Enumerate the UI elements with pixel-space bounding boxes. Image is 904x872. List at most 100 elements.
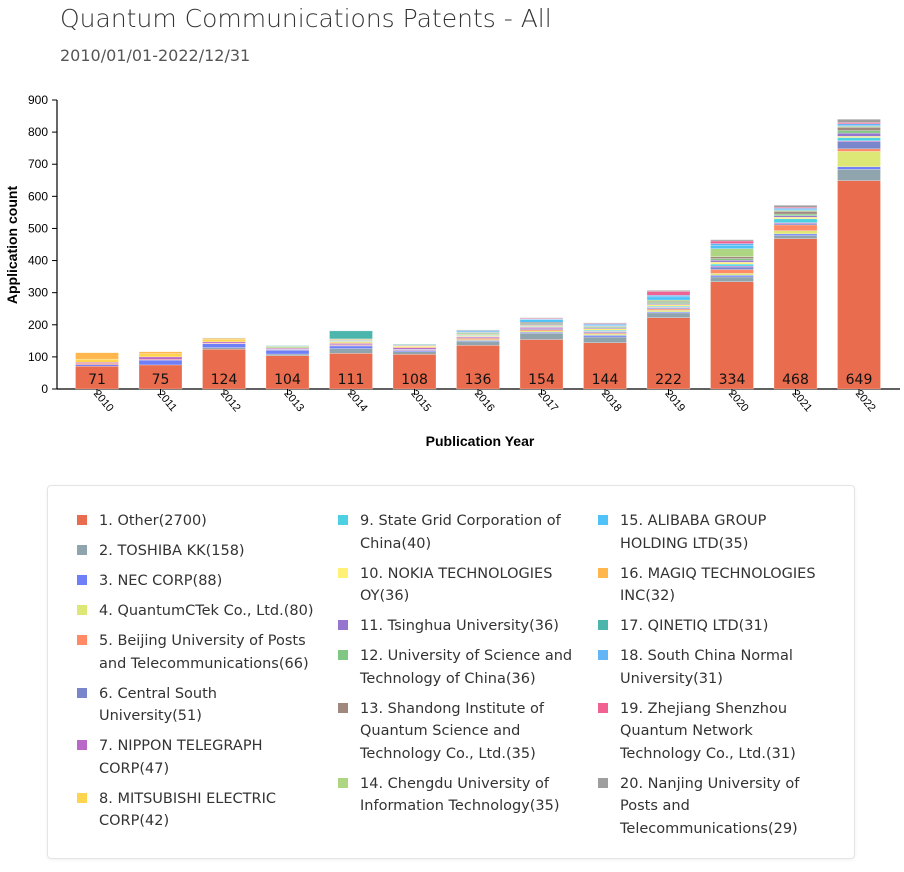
y-tick-label: 500 bbox=[28, 221, 48, 235]
bar-value-label: 111 bbox=[338, 372, 365, 388]
bar-segment bbox=[710, 256, 754, 259]
x-tick-label: 2014 bbox=[345, 388, 370, 414]
bar-segment bbox=[710, 243, 754, 246]
legend-swatch bbox=[338, 620, 348, 630]
legend-item[interactable]: 12. University of Science and Technology… bbox=[338, 645, 578, 690]
y-tick-label: 300 bbox=[28, 286, 48, 300]
bar-value-label: 71 bbox=[88, 372, 106, 388]
legend-label: 9. State Grid Corporation of China(40) bbox=[360, 513, 561, 552]
x-tick-label: 2019 bbox=[662, 388, 687, 414]
bar-segment bbox=[837, 119, 881, 123]
legend-item[interactable]: 4. QuantumCTek Co., Ltd.(80) bbox=[77, 600, 317, 623]
bar-value-label: 136 bbox=[465, 372, 492, 388]
legend-label: 2. TOSHIBA KK(158) bbox=[99, 543, 245, 559]
x-tick-label: 2013 bbox=[281, 388, 306, 414]
y-tick-label: 600 bbox=[28, 189, 48, 203]
bar-segment bbox=[837, 123, 881, 126]
legend-item[interactable]: 8. MITSUBISHI ELECTRIC CORP(42) bbox=[77, 788, 317, 833]
x-tick-label: 2022 bbox=[853, 388, 878, 414]
legend-label: 12. University of Science and Technology… bbox=[360, 648, 573, 687]
bar-segment bbox=[773, 235, 818, 239]
legend-column: 15. ALIBABA GROUP HOLDING LTD(35) 16. MAG… bbox=[598, 510, 838, 848]
y-tick-label: 900 bbox=[28, 93, 48, 107]
legend-item[interactable]: 13. Shandong Institute of Quantum Scienc… bbox=[338, 698, 578, 766]
legend-item[interactable]: 19. Zhejiang Shenzhou Quantum Network Te… bbox=[598, 698, 838, 766]
bar-segment bbox=[138, 351, 183, 354]
bar-segment bbox=[710, 239, 754, 242]
bar-value-label: 334 bbox=[719, 372, 746, 388]
bar-segment bbox=[710, 259, 754, 263]
legend-item[interactable]: 20. Nanjing University of Posts and Tele… bbox=[598, 773, 838, 841]
legend-item[interactable]: 14. Chengdu University of Information Te… bbox=[338, 773, 578, 818]
x-tick-label: 2021 bbox=[789, 388, 814, 414]
y-tick-label: 800 bbox=[28, 125, 48, 139]
legend-label: 5. Beijing University of Posts and Telec… bbox=[99, 633, 309, 672]
legend-item[interactable]: 1. Other(2700) bbox=[77, 510, 317, 533]
y-tick-label: 700 bbox=[28, 157, 48, 171]
legend-item[interactable]: 10. NOKIA TECHNOLOGIES OY(36) bbox=[338, 563, 578, 608]
y-tick-label: 200 bbox=[28, 318, 48, 332]
legend-item[interactable]: 9. State Grid Corporation of China(40) bbox=[338, 510, 578, 555]
bar-value-label: 75 bbox=[152, 372, 170, 388]
legend-label: 11. Tsinghua University(36) bbox=[360, 618, 559, 634]
bar-segment bbox=[773, 218, 818, 223]
legend-swatch bbox=[598, 777, 608, 788]
bar-segment bbox=[710, 245, 754, 249]
legend-label: 8. MITSUBISHI ELECTRIC CORP(42) bbox=[99, 790, 276, 830]
legend-item[interactable]: 2. TOSHIBA KK(158) bbox=[77, 540, 317, 563]
bar-segment bbox=[75, 352, 119, 360]
bar-segment bbox=[202, 338, 246, 343]
legend-item[interactable]: 18. South China Normal University(31) bbox=[598, 645, 838, 690]
legend-item[interactable]: 5. Beijing University of Posts and Telec… bbox=[77, 630, 317, 675]
bar-segment bbox=[583, 342, 627, 390]
legend-swatch bbox=[598, 702, 608, 713]
bar-segment bbox=[519, 317, 564, 319]
legend-item[interactable]: 7. NIPPON TELEGRAPH CORP(47) bbox=[77, 735, 317, 780]
legend-swatch bbox=[77, 740, 87, 750]
legend-item[interactable]: 17. QINETIQ LTD(31) bbox=[598, 615, 838, 638]
bar-segment bbox=[710, 248, 754, 257]
bar-segment bbox=[138, 356, 183, 360]
bar-segment bbox=[837, 132, 881, 137]
bar-segment bbox=[710, 263, 754, 267]
legend-swatch bbox=[338, 777, 348, 788]
legend-item[interactable]: 11. Tsinghua University(36) bbox=[338, 615, 578, 638]
x-tick-label: 2018 bbox=[599, 388, 624, 414]
date-range: 2010/01/01-2022/12/31 bbox=[60, 46, 251, 65]
bar-segment bbox=[329, 348, 373, 354]
x-tick-label: 2020 bbox=[726, 388, 751, 414]
legend-swatch bbox=[77, 792, 87, 803]
bar-segment bbox=[646, 312, 691, 318]
legend-swatch bbox=[598, 620, 608, 630]
legend-label: 18. South China Normal University(31) bbox=[620, 648, 793, 687]
legend-swatch bbox=[77, 515, 87, 525]
legend-item[interactable]: 3. NEC CORP(88) bbox=[77, 570, 317, 593]
bar-segment bbox=[392, 344, 437, 346]
legend-swatch bbox=[77, 635, 87, 645]
legend-label: 1. Other(2700) bbox=[99, 513, 207, 529]
legend-label: 10. NOKIA TECHNOLOGIES OY(36) bbox=[360, 565, 553, 605]
bar-value-label: 104 bbox=[274, 372, 301, 388]
legend-swatch bbox=[77, 545, 87, 555]
legend-item[interactable]: 16. MAGIQ TECHNOLOGIES INC(32) bbox=[598, 563, 838, 608]
legend-item[interactable]: 6. Central South University(51) bbox=[77, 683, 317, 728]
legend-swatch bbox=[77, 687, 87, 698]
legend-label: 6. Central South University(51) bbox=[99, 685, 217, 725]
bar-segment bbox=[456, 329, 500, 331]
legend-label: 3. NEC CORP(88) bbox=[99, 573, 223, 589]
bar-segment bbox=[646, 296, 691, 301]
bar-segment bbox=[837, 130, 881, 134]
bar-segment bbox=[710, 281, 754, 390]
legend-swatch bbox=[338, 515, 348, 525]
legend-item[interactable]: 15. ALIBABA GROUP HOLDING LTD(35) bbox=[598, 510, 838, 555]
bar-segment bbox=[265, 355, 310, 390]
bar-segment bbox=[138, 364, 183, 390]
bar-value-label: 108 bbox=[401, 372, 428, 388]
bar-segment bbox=[329, 330, 373, 340]
legend-column: 9. State Grid Corporation of China(40) 10… bbox=[338, 510, 578, 825]
bar-value-label: 649 bbox=[846, 372, 873, 388]
legend-swatch bbox=[77, 605, 87, 615]
bar-segment bbox=[583, 322, 627, 324]
